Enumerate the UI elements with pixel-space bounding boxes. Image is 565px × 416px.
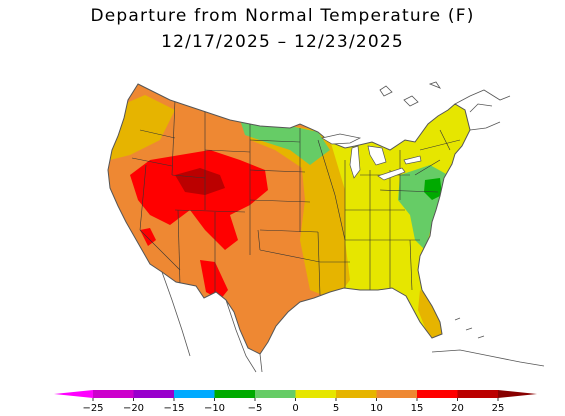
neighbor-coastlines: [161, 81, 545, 373]
mexico-coast: [161, 271, 263, 373]
fill-southwest-red: [200, 260, 228, 300]
lake-michigan: [349, 145, 361, 179]
fill-intermountain-darkred: [175, 168, 225, 195]
fill-appalachian-darkgreen: [424, 178, 442, 200]
legend-tick-label: 0: [292, 403, 298, 414]
fill-california-red: [140, 228, 156, 246]
legend-tick-label: −25: [82, 403, 103, 414]
temperature-map: [107, 81, 545, 373]
legend-bin: [214, 390, 256, 398]
fill-central-light-orange: [300, 140, 350, 300]
lake-huron: [367, 145, 387, 166]
legend-tick-label: 25: [492, 403, 505, 414]
legend-bin: [295, 390, 337, 398]
fill-northwest-yellow: [110, 95, 175, 160]
lake-superior: [321, 133, 362, 145]
legend-tick-label: 20: [451, 403, 464, 414]
legend-tick-label: −10: [204, 403, 225, 414]
legend-ticks: −25 −20 −15 −10 −5 0 5 10 15 20 25: [82, 398, 504, 414]
legend-tick-label: −5: [248, 403, 263, 414]
date-range: 12/17/2025 – 12/23/2025: [161, 32, 404, 52]
fill-intermountain-red: [130, 150, 268, 250]
legend-tick-label: 10: [370, 403, 383, 414]
legend-bin: [133, 390, 175, 398]
legend-arrow-high: [498, 390, 537, 398]
bahamas: [454, 317, 485, 339]
canada-islands: [379, 81, 442, 107]
legend-bin: [376, 390, 418, 398]
legend-tick-label: −15: [163, 403, 184, 414]
canada-east-coast: [454, 89, 511, 131]
great-lakes: [321, 133, 422, 181]
legend-tick-label: 5: [333, 403, 339, 414]
fill-upper-midwest-green: [240, 120, 330, 165]
legend-bin: [417, 390, 458, 398]
lake-erie: [377, 167, 406, 181]
legend-bins: [93, 390, 499, 398]
cuba-coast: [431, 349, 545, 367]
legend-bin: [336, 390, 377, 398]
map-title: Departure from Normal Temperature (F): [90, 6, 475, 26]
state-borders: [131, 99, 461, 296]
legend-tick-label: −20: [123, 403, 144, 414]
legend-bin: [457, 390, 499, 398]
legend-bin: [93, 390, 134, 398]
fill-florida-orange: [418, 290, 445, 340]
legend-tick-label: 15: [411, 403, 424, 414]
color-legend: −25 −20 −15 −10 −5 0 5 10 15 20 25: [54, 390, 537, 414]
legend-bin: [255, 390, 296, 398]
legend-bin: [174, 390, 215, 398]
lake-ontario: [403, 155, 422, 165]
legend-arrow-low: [54, 390, 93, 398]
